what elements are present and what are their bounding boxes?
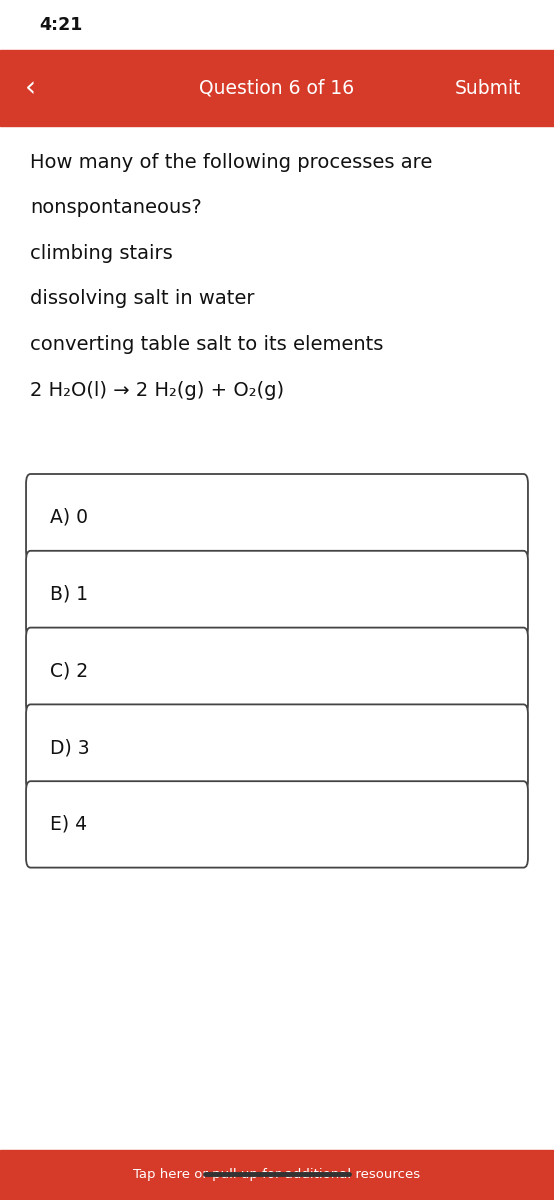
FancyBboxPatch shape: [26, 628, 528, 714]
Text: Tap here or pull up for additional resources: Tap here or pull up for additional resou…: [134, 1169, 420, 1181]
Text: climbing stairs: climbing stairs: [30, 244, 173, 263]
Text: Question 6 of 16: Question 6 of 16: [199, 79, 355, 97]
Bar: [0, 50, 554, 126]
Text: converting table salt to its elements: converting table salt to its elements: [30, 335, 384, 354]
FancyBboxPatch shape: [26, 704, 528, 791]
Bar: [0, 1150, 554, 1200]
Text: dissolving salt in water: dissolving salt in water: [30, 289, 255, 308]
Text: A) 0: A) 0: [50, 508, 88, 527]
Text: E) 4: E) 4: [50, 815, 87, 834]
Text: 2 H₂O(l) → 2 H₂(g) + O₂(g): 2 H₂O(l) → 2 H₂(g) + O₂(g): [30, 380, 285, 400]
Text: How many of the following processes are: How many of the following processes are: [30, 152, 433, 172]
Text: ‹: ‹: [25, 74, 36, 102]
FancyBboxPatch shape: [26, 781, 528, 868]
FancyBboxPatch shape: [26, 551, 528, 637]
Text: Submit: Submit: [454, 79, 521, 97]
Text: B) 1: B) 1: [50, 584, 88, 604]
Text: C) 2: C) 2: [50, 661, 88, 680]
Text: nonspontaneous?: nonspontaneous?: [30, 198, 202, 217]
Text: 4:21: 4:21: [39, 16, 82, 34]
FancyBboxPatch shape: [26, 474, 528, 560]
Text: D) 3: D) 3: [50, 738, 90, 757]
